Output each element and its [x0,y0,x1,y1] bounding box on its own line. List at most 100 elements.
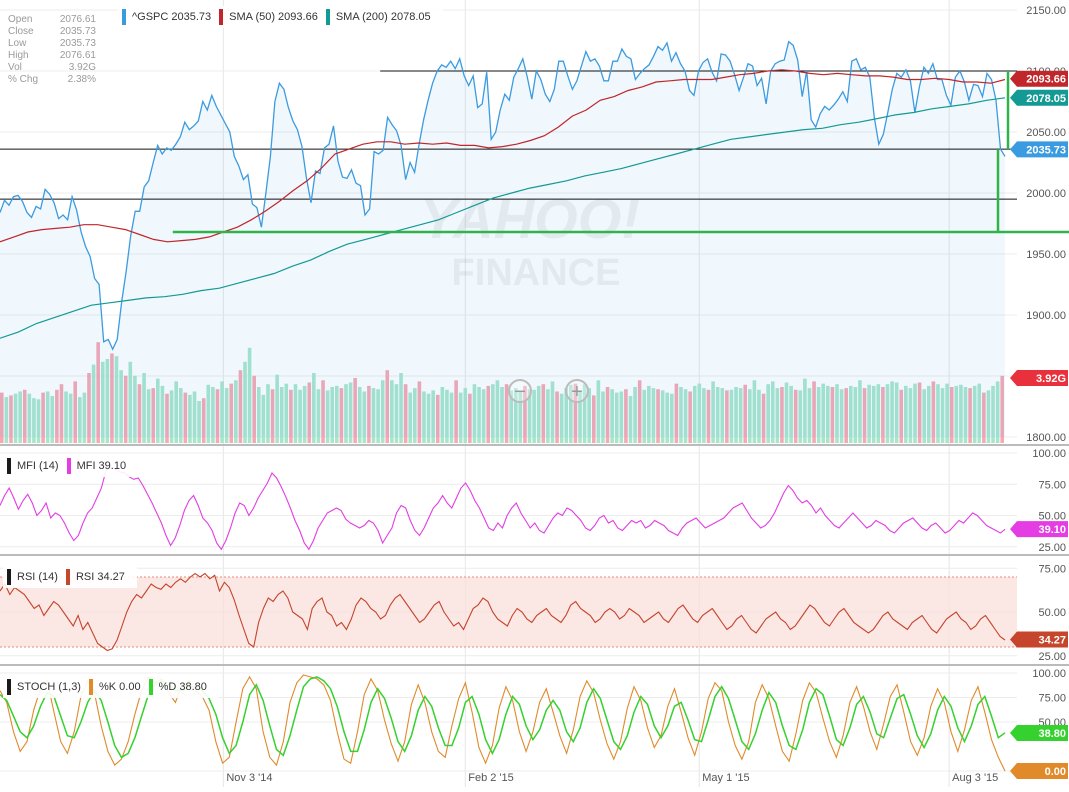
volume-bar [683,389,688,443]
volume-bar [725,390,729,443]
volume-bar [982,392,986,443]
legend-item: MFI (14) [7,458,67,474]
volume-bar [114,356,119,443]
volume-bar [220,381,224,443]
volume-bar [995,381,1000,443]
zoom-in-button[interactable]: + [565,379,589,403]
volume-bar [922,389,926,443]
legend-item: SMA (50) 2093.66 [219,9,326,25]
volume-bar [211,387,215,443]
legend-label: SMA (200) 2078.05 [335,11,431,23]
volume-bar [523,385,527,443]
volume-bar [839,389,844,443]
volume-bar [243,361,247,443]
volume-bar [380,380,385,443]
volume-bar [816,387,821,443]
volume-bar [224,388,229,443]
volume-bar [307,382,312,443]
volume-bar [500,387,504,443]
volume-bar [394,384,399,443]
stat-label: % Chg [8,74,39,85]
legend-item: %K 0.00 [88,679,149,695]
y-tick-label: 2000.00 [1026,188,1066,200]
volume-bar [587,388,591,443]
volume-bar [491,384,495,443]
volume-bar [885,384,890,443]
indicator-tag-text: 0.00 [1045,766,1066,778]
volume-bar [183,392,188,443]
price-tag-bg [1010,141,1068,158]
volume-bar [670,393,674,443]
stat-value: 2076.61 [59,14,96,25]
volume-bar [188,394,192,443]
volume-bar [371,388,376,443]
volume-bar [445,389,449,443]
volume-bar [853,387,858,443]
rsi-band [0,577,1017,647]
volume-bar [41,392,45,443]
indicator-tag: 39.10 [1010,521,1068,538]
volume-bar [160,385,165,443]
volume-bar [390,380,394,443]
volume-bar [55,389,59,443]
y-tick-label: 75.00 [1038,563,1066,575]
indicator-tag-text: 39.10 [1038,524,1066,536]
volume-bar [991,385,995,443]
series--gspc [0,40,1006,351]
volume-bar [468,393,472,443]
volume-bar [569,384,573,443]
volume-bar [426,393,431,443]
volume-bar [9,395,13,443]
volume-bar [435,394,440,443]
volume-bar [940,388,945,443]
volume-bar [413,388,417,443]
legend-swatch [219,9,224,25]
volume-bar [201,398,206,443]
legend-item: STOCH (1,3) [7,679,89,695]
series-rsi [0,572,1006,652]
volume-bar [904,385,908,443]
volume-bar [821,383,826,443]
volume-bar [178,388,183,443]
volume-bar [862,388,867,443]
volume-bar [91,364,96,443]
volume-tag-bg [1010,370,1068,386]
stat-value: 2076.61 [59,50,96,61]
volume-bar [335,385,339,443]
volume-bar [894,382,899,443]
volume-bar [289,389,293,443]
volume-bar [977,383,982,443]
indicator-tag-bg [1010,521,1068,538]
series-sma-200- [0,97,1006,339]
zoom-out-button[interactable]: − [508,379,532,403]
legend-swatch [148,679,153,695]
stat-value: 2.38% [67,74,96,85]
volume-bar [674,383,679,443]
volume-bar [582,384,587,443]
volume-bar [100,361,105,443]
volume-bar [867,384,871,443]
volume-bar [968,388,972,443]
volume-bar [105,359,110,443]
legend-swatch [65,569,70,585]
volume-bar [229,383,234,443]
y-tick-label: 100.00 [1032,668,1066,680]
volume-bar [890,381,894,443]
volume-bar [729,389,734,443]
volume-bar [399,373,403,443]
volume-bar [417,381,422,443]
rsi-legend: RSI (14) RSI 34.27 [3,566,137,588]
volume-bar [78,397,82,443]
volume-bar [798,390,803,443]
stat-value: 2035.73 [59,26,96,37]
volume-bar [651,388,656,443]
volume-bar [110,353,114,443]
volume-bar [513,388,518,443]
volume-bar [486,385,491,443]
stat-label: Close [8,26,34,37]
legend-label: RSI 34.27 [75,571,125,583]
y-tick-label: 75.00 [1038,479,1066,491]
stat-row: Low 2035.73 [8,38,96,50]
volume-bar [509,390,513,443]
legend-swatch [7,679,11,695]
